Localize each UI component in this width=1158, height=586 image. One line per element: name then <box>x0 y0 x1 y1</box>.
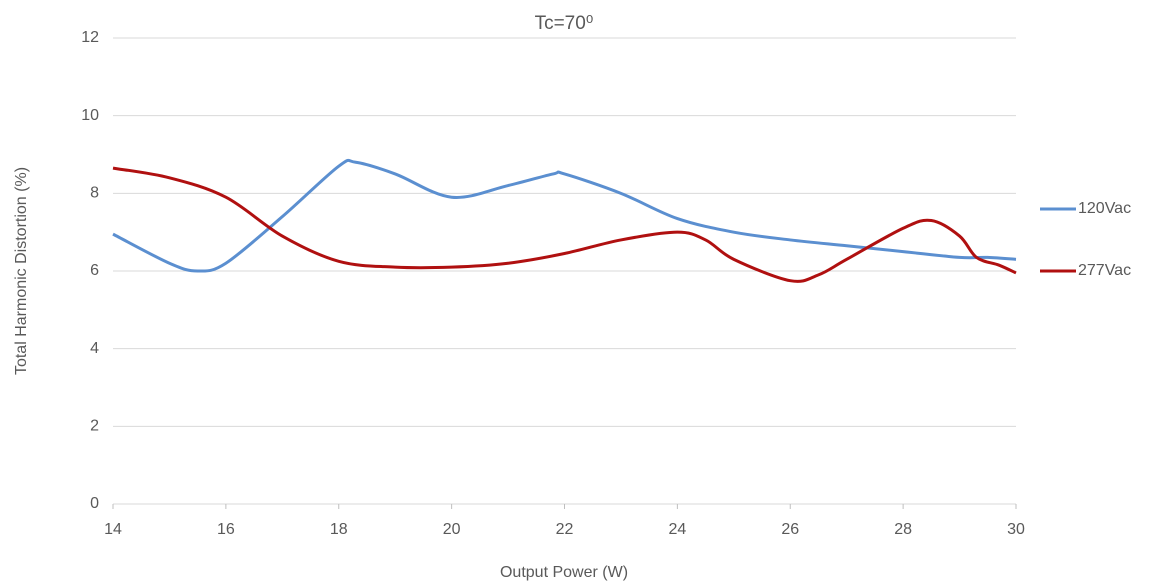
y-tick-label: 8 <box>90 185 99 202</box>
x-tick-label: 26 <box>781 521 799 538</box>
series-line <box>112 166 1017 283</box>
legend-label: 277Vac <box>1078 262 1131 279</box>
x-tick-label: 22 <box>556 521 574 538</box>
legend-label: 120Vac <box>1078 200 1131 217</box>
x-tick-label: 28 <box>894 521 912 538</box>
y-tick-label: 4 <box>90 340 99 357</box>
x-tick-label: 14 <box>104 521 122 538</box>
x-tick-label: 16 <box>217 521 235 538</box>
series-line <box>112 158 1017 273</box>
x-tick-label: 18 <box>330 521 348 538</box>
x-tick-label: 30 <box>1007 521 1025 538</box>
x-tick-label: 20 <box>443 521 461 538</box>
chart-title: Tc=70⁰ <box>535 13 594 34</box>
y-tick-label: 2 <box>90 418 99 435</box>
y-axis-label: Total Harmonic Distortion (%) <box>13 167 30 375</box>
y-tick-label: 10 <box>81 107 99 124</box>
x-axis-label: Output Power (W) <box>500 564 628 581</box>
y-tick-label: 12 <box>81 29 99 46</box>
y-tick-label: 0 <box>90 495 99 512</box>
x-tick-label: 24 <box>668 521 686 538</box>
y-tick-label: 6 <box>90 262 99 279</box>
